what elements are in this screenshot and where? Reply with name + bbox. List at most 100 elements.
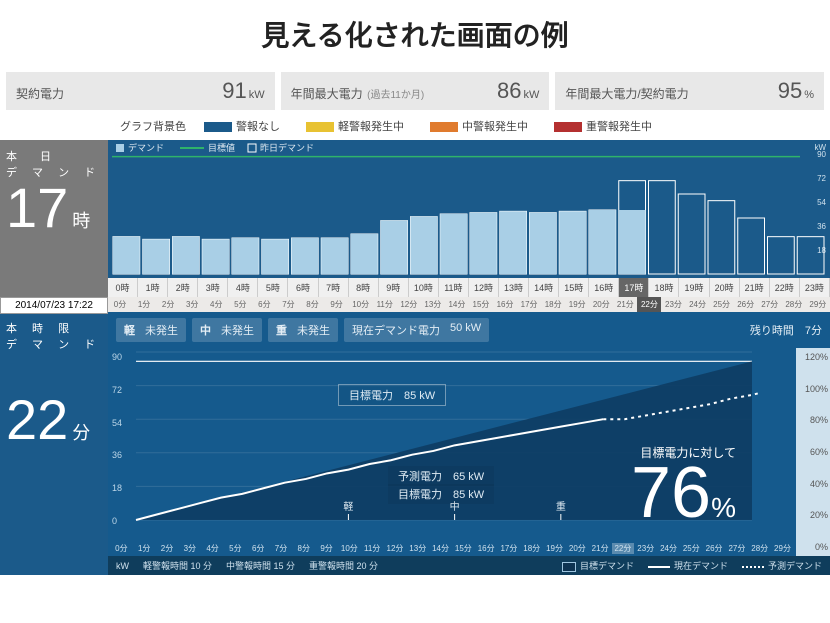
minute-cell[interactable]: 26分 (703, 543, 726, 554)
minute-cell[interactable]: 26分 (734, 297, 758, 312)
minute-cell[interactable]: 16分 (493, 297, 517, 312)
minute-cell[interactable]: 1分 (132, 297, 156, 312)
minute-axis-bottom[interactable]: 0分1分2分3分4分5分6分7分8分9分10分11分12分13分14分15分16… (108, 543, 796, 556)
minute-cell[interactable]: 10分 (338, 543, 361, 554)
minute-cell[interactable]: 8分 (292, 543, 315, 554)
minute-cell[interactable]: 17分 (498, 543, 521, 554)
hour-cell[interactable]: 21時 (740, 278, 770, 297)
minute-cell[interactable]: 0分 (110, 543, 133, 554)
minute-cell[interactable]: 21分 (589, 543, 612, 554)
hour-cell[interactable]: 4時 (228, 278, 258, 297)
minute-cell[interactable]: 14分 (445, 297, 469, 312)
minute-cell[interactable]: 27分 (726, 543, 749, 554)
hour-cell[interactable]: 9時 (379, 278, 409, 297)
hour-cell[interactable]: 10時 (409, 278, 439, 297)
svg-text:54: 54 (817, 198, 826, 207)
minute-cell[interactable]: 18分 (520, 543, 543, 554)
hour-cell[interactable]: 16時 (589, 278, 619, 297)
minute-cell[interactable]: 29分 (771, 543, 794, 554)
minute-cell[interactable]: 27分 (758, 297, 782, 312)
today-demand-section: 本 日デ マ ン ド 17時 2014/07/23 17:22 デマンド目標値昨… (0, 140, 830, 312)
minute-cell[interactable]: 28分 (748, 543, 771, 554)
minute-cell[interactable]: 0分 (108, 297, 132, 312)
minute-cell[interactable]: 16分 (475, 543, 498, 554)
minute-cell[interactable]: 12分 (397, 297, 421, 312)
minute-cell[interactable]: 5分 (228, 297, 252, 312)
hour-cell[interactable]: 11時 (439, 278, 469, 297)
minute-cell[interactable]: 15分 (469, 297, 493, 312)
minute-cell[interactable]: 25分 (680, 543, 703, 554)
hour-cell[interactable]: 0時 (108, 278, 138, 297)
minute-cell[interactable]: 2分 (156, 543, 179, 554)
minute-cell[interactable]: 4分 (201, 543, 224, 554)
minute-cell[interactable]: 18分 (541, 297, 565, 312)
minute-cell[interactable]: 28分 (782, 297, 806, 312)
hour-cell[interactable]: 14時 (529, 278, 559, 297)
minute-cell[interactable]: 22分 (612, 543, 635, 554)
svg-text:18: 18 (817, 246, 826, 255)
hour-cell[interactable]: 23時 (800, 278, 830, 297)
minute-cell[interactable]: 14分 (429, 543, 452, 554)
minute-cell[interactable]: 22分 (637, 297, 661, 312)
minute-cell[interactable]: 24分 (657, 543, 680, 554)
minute-cell[interactable]: 1分 (133, 543, 156, 554)
today-left-panel: 本 日デ マ ン ド 17時 (0, 140, 108, 312)
minute-cell[interactable]: 20分 (566, 543, 589, 554)
minute-cell[interactable]: 11分 (373, 297, 397, 312)
period-chart: 軽未発生 中未発生 重未発生 現在デマンド電力50 kW 残り時間 7分 907… (108, 312, 830, 575)
minute-cell[interactable]: 5分 (224, 543, 247, 554)
minute-axis-top[interactable]: 0分1分2分3分4分5分6分7分8分9分10分11分12分13分14分15分16… (108, 297, 830, 312)
hour-cell[interactable]: 7時 (319, 278, 349, 297)
kpi-yearmax: 年間最大電力 (過去11か月) 86kW (281, 72, 550, 110)
minute-cell[interactable]: 9分 (325, 297, 349, 312)
minute-cell[interactable]: 7分 (270, 543, 293, 554)
minute-cell[interactable]: 19分 (543, 543, 566, 554)
kpi-value: 95 (778, 78, 802, 103)
minute-cell[interactable]: 13分 (406, 543, 429, 554)
hour-cell[interactable]: 1時 (138, 278, 168, 297)
minute-cell[interactable]: 21分 (613, 297, 637, 312)
legend-title: グラフ背景色 (120, 118, 186, 134)
hour-cell[interactable]: 12時 (469, 278, 499, 297)
hour-cell[interactable]: 2時 (168, 278, 198, 297)
minute-cell[interactable]: 13分 (421, 297, 445, 312)
period-left-panel: 本 時 限デ マ ン ド 22分 (0, 312, 108, 575)
minute-cell[interactable]: 4分 (204, 297, 228, 312)
period-panel-label: 本 時 限デ マ ン ド (6, 320, 102, 352)
hour-cell[interactable]: 5時 (258, 278, 288, 297)
minute-cell[interactable]: 12分 (384, 543, 407, 554)
hour-axis[interactable]: 0時1時2時3時4時5時6時7時8時9時10時11時12時13時14時15時16… (108, 278, 830, 297)
minute-cell[interactable]: 23分 (661, 297, 685, 312)
minute-cell[interactable]: 25分 (710, 297, 734, 312)
minute-cell[interactable]: 11分 (361, 543, 384, 554)
minute-cell[interactable]: 19分 (565, 297, 589, 312)
hour-cell[interactable]: 13時 (499, 278, 529, 297)
minute-cell[interactable]: 8分 (301, 297, 325, 312)
hour-cell[interactable]: 19時 (679, 278, 709, 297)
hour-cell[interactable]: 3時 (198, 278, 228, 297)
minute-cell[interactable]: 6分 (252, 297, 276, 312)
hour-cell[interactable]: 18時 (649, 278, 679, 297)
minute-cell[interactable]: 29分 (806, 297, 830, 312)
minute-cell[interactable]: 3分 (178, 543, 201, 554)
minute-cell[interactable]: 17分 (517, 297, 541, 312)
minute-cell[interactable]: 20分 (589, 297, 613, 312)
kpi-unit: kW (249, 89, 265, 101)
minute-cell[interactable]: 3分 (180, 297, 204, 312)
minute-cell[interactable]: 23分 (634, 543, 657, 554)
hour-cell[interactable]: 22時 (770, 278, 800, 297)
hour-cell[interactable]: 15時 (559, 278, 589, 297)
minute-cell[interactable]: 7分 (276, 297, 300, 312)
minute-cell[interactable]: 6分 (247, 543, 270, 554)
minute-cell[interactable]: 2分 (156, 297, 180, 312)
minute-cell[interactable]: 9分 (315, 543, 338, 554)
hour-cell[interactable]: 20時 (710, 278, 740, 297)
minute-cell[interactable]: 24分 (686, 297, 710, 312)
minute-cell[interactable]: 15分 (452, 543, 475, 554)
kpi-unit: % (804, 89, 814, 101)
hour-cell[interactable]: 8時 (349, 278, 379, 297)
kpi-row: 契約電力 91kW 年間最大電力 (過去11か月) 86kW 年間最大電力/契約… (0, 72, 830, 110)
hour-cell[interactable]: 6時 (288, 278, 318, 297)
minute-cell[interactable]: 10分 (349, 297, 373, 312)
hour-cell[interactable]: 17時 (619, 278, 649, 297)
